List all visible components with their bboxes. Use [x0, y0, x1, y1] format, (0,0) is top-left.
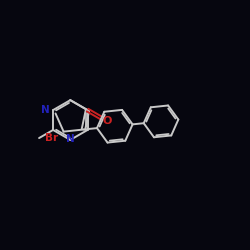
- Text: N: N: [41, 105, 50, 115]
- Text: Br: Br: [44, 133, 58, 143]
- Text: N: N: [66, 134, 74, 143]
- Text: O: O: [102, 116, 112, 126]
